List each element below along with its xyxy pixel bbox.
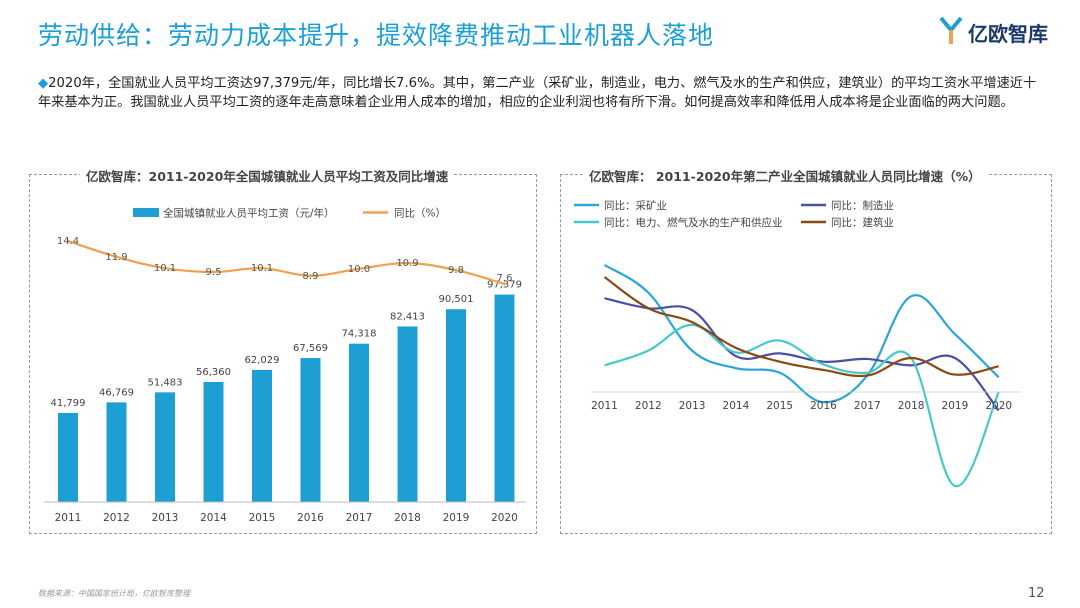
growth-label: 10.1 (251, 263, 273, 274)
growth-line (67, 239, 505, 286)
growth-point (309, 274, 312, 278)
wage-bar (349, 343, 369, 502)
x-tick-label: 2011 (55, 512, 82, 524)
mining-line (603, 264, 1000, 404)
growth-label: 9.8 (448, 265, 464, 276)
x-tick-label: 2011 (591, 400, 618, 412)
sector-chart: 同比：采矿业 同比：制造业 同比：电力、燃气及水的生产和供应业 同比：建筑业 2… (574, 199, 1021, 488)
wage-chart: 全国城镇就业人员平均工资（元/年） 同比（%） 41,799 46,769 51,4… (44, 207, 526, 524)
wage-legend: 全国城镇就业人员平均工资（元/年） 同比（%） (133, 207, 446, 220)
x-tick-label: 2013 (152, 512, 179, 524)
growth-label: 10.1 (154, 263, 176, 274)
logo: 亿欧智库 (938, 14, 1058, 50)
manufacturing-line (604, 297, 1000, 412)
wage-bar-label: 62,029 (245, 355, 280, 366)
x-tick-label: 2013 (679, 400, 706, 412)
utilities-line (604, 323, 1000, 488)
growth-point (260, 266, 264, 270)
growth-point (503, 282, 506, 286)
sector-chart-title: 亿欧智库： 2011-2020年第二产业全国城镇就业人员同比增速（%） (583, 166, 987, 185)
construction-line (603, 276, 999, 378)
growth-label: 8.9 (303, 271, 319, 282)
growth-point (66, 239, 70, 243)
growth-label: 10.0 (348, 264, 370, 275)
x-tick-label: 2017 (346, 512, 373, 524)
wage-bar-label: 41,799 (51, 398, 86, 409)
logo-text: 亿欧智库 (968, 22, 1048, 46)
legend-label-utilities: 同比：电力、燃气及水的生产和供应业 (604, 216, 783, 229)
source-note: 数据来源：中国国家统计局，亿欧智库整理 (38, 589, 190, 598)
legend-swatch-wage (133, 208, 159, 217)
wage-bar (300, 358, 321, 502)
legend-label-growth: 同比（%） (394, 207, 446, 220)
legend-label-construction: 同比：建筑业 (831, 216, 894, 229)
wage-bar-label: 51,483 (148, 377, 183, 388)
wage-bar (252, 369, 272, 502)
wage-bar-label: 67,569 (293, 343, 328, 354)
growth-label: 14.4 (57, 236, 79, 247)
growth-label: 7.6 (497, 273, 513, 284)
growth-point (454, 268, 458, 272)
growth-point (212, 270, 215, 274)
wage-bar (203, 381, 224, 502)
x-tick-label: 2014 (200, 512, 227, 524)
growth-point (406, 261, 409, 265)
page-title: 劳动供给：劳动力成本提升，提效降费推动工业机器人落地 (38, 21, 715, 50)
x-tick-label: 2020 (491, 512, 518, 524)
intro-paragraph: ◆2020年，全国就业人员平均工资达97,379元/年，同比增长7.6%。其中，… (38, 74, 1048, 112)
wage-bar-label: 90,501 (439, 294, 474, 305)
bullet-diamond: ◆ (38, 76, 49, 91)
wage-chart-panel: 亿欧智库：2011-2020年全国城镇就业人员平均工资及同比增速 全国城镇就业人… (29, 166, 537, 534)
legend-label-mining: 同比：采矿业 (604, 199, 667, 212)
x-tick-label: 2015 (249, 512, 276, 524)
x-tick-label: 2012 (635, 400, 662, 412)
x-tick-label: 2018 (394, 512, 421, 524)
wage-bar (106, 402, 127, 502)
legend-label-manufacturing: 同比：制造业 (831, 199, 894, 212)
wage-bar-label: 56,360 (196, 367, 231, 378)
wage-bar (494, 294, 515, 502)
logo-icon (939, 16, 963, 44)
wage-chart-title: 亿欧智库：2011-2020年全国城镇就业人员平均工资及同比增速 (80, 166, 455, 185)
x-tick-label: 2019 (942, 400, 969, 412)
x-tick-label: 2012 (103, 512, 130, 524)
x-tick-label: 2020 (985, 400, 1012, 412)
growth-label: 10.9 (396, 258, 418, 269)
x-tick-label: 2018 (898, 400, 925, 412)
wage-bar-label: 46,769 (99, 387, 134, 398)
x-tick-label: 2017 (854, 400, 881, 412)
sector-chart-panel: 亿欧智库： 2011-2020年第二产业全国城镇就业人员同比增速（%） 同比：采… (560, 166, 1052, 534)
wage-bar (397, 326, 418, 502)
growth-label: 11.9 (105, 252, 127, 263)
x-tick-label: 2016 (297, 512, 324, 524)
x-tick-label: 2014 (723, 400, 750, 412)
wage-bar (155, 392, 175, 502)
growth-point (163, 266, 167, 270)
legend-label-wage: 全国城镇就业人员平均工资（元/年） (163, 207, 335, 220)
growth-point (115, 255, 118, 259)
wage-bar-label: 74,318 (342, 329, 377, 340)
wage-bar (446, 309, 466, 502)
growth-point (357, 267, 361, 271)
wage-bar-label: 82,413 (390, 311, 425, 322)
intro-text: 2020年，全国就业人员平均工资达97,379元/年，同比增长7.6%。其中，第… (38, 76, 1037, 110)
x-tick-label: 2019 (443, 512, 470, 524)
sector-legend: 同比：采矿业 同比：制造业 同比：电力、燃气及水的生产和供应业 同比：建筑业 (574, 199, 894, 229)
page-number: 12 (1028, 586, 1045, 601)
x-tick-label: 2016 (810, 400, 837, 412)
x-tick-label: 2015 (766, 400, 793, 412)
wage-bar (58, 412, 78, 502)
growth-label: 9.5 (206, 267, 222, 278)
